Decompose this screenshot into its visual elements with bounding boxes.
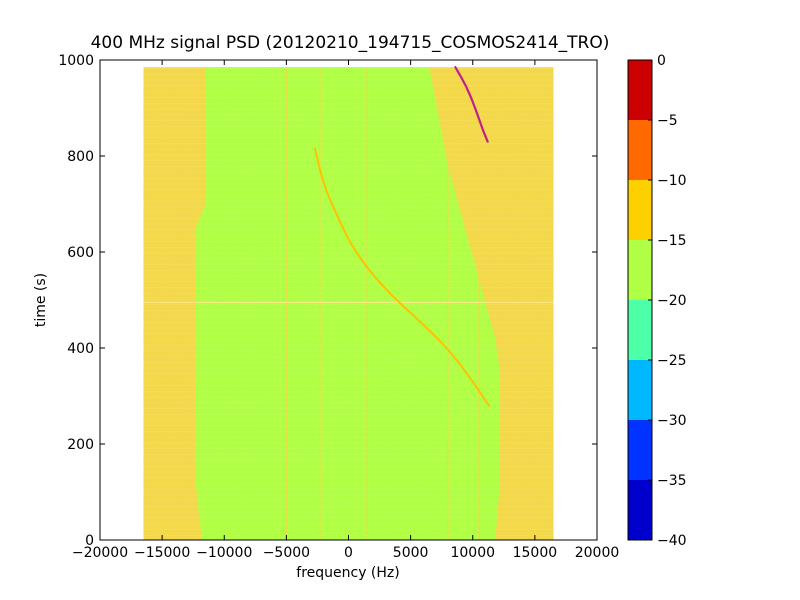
x-tick-label: −20000 [72,545,128,561]
x-tick-label: 15000 [513,545,558,561]
colorbar: −40 −35 −30 −25 −20 −15 −10 −5 0 [627,53,687,549]
colorbar-tick-label: −15 [657,233,687,249]
colorbar-swatch [628,300,652,360]
signal-traces [313,66,490,407]
y-axis: 0 200 400 600 800 1000 [58,53,597,549]
heatmap [143,67,554,540]
y-axis-label: time (s) [33,273,49,327]
y-tick-label: 200 [67,437,94,453]
y-tick-label: 600 [67,245,94,261]
colorbar-swatch [628,60,652,120]
heatmap-noise [143,67,554,540]
colorbar-tick-label: −25 [657,353,687,369]
colorbar-swatch [628,120,652,180]
x-tick-label: −5000 [263,545,310,561]
x-axis: −20000 −15000 −10000 −5000 0 5000 10000 15000 20… [72,60,619,561]
y-tick-label: 800 [67,149,94,165]
chart-title: 400 MHz signal PSD (20120210_194715_COSM… [91,33,610,53]
signal-trace-1 [313,147,490,407]
colorbar-tick-label: −5 [657,113,678,129]
x-tick-label: 10000 [450,545,495,561]
y-tick-label: 1000 [58,53,94,69]
colorbar-swatch [628,480,652,540]
colorbar-swatch [628,240,652,300]
colorbar-tick-label: −30 [657,413,687,429]
x-axis-label: frequency (Hz) [296,565,399,581]
colorbar-tick-label: −40 [657,533,687,549]
colorbar-swatch [628,360,652,420]
x-tick-label: −15000 [134,545,190,561]
colorbar-tick-label: −35 [657,473,687,489]
colorbar-swatch [628,180,652,240]
y-tick-label: 0 [85,533,94,549]
colorbar-swatch [628,420,652,480]
signal-trace-2 [454,66,489,143]
x-tick-label: 5000 [393,545,429,561]
x-tick-label: 20000 [575,545,620,561]
colorbar-tick-label: −20 [657,293,687,309]
x-tick-label: −10000 [196,545,252,561]
colorbar-tick-label: −10 [657,173,687,189]
colorbar-tick-label: 0 [657,53,666,69]
y-tick-label: 400 [67,341,94,357]
x-tick-label: 0 [344,545,353,561]
